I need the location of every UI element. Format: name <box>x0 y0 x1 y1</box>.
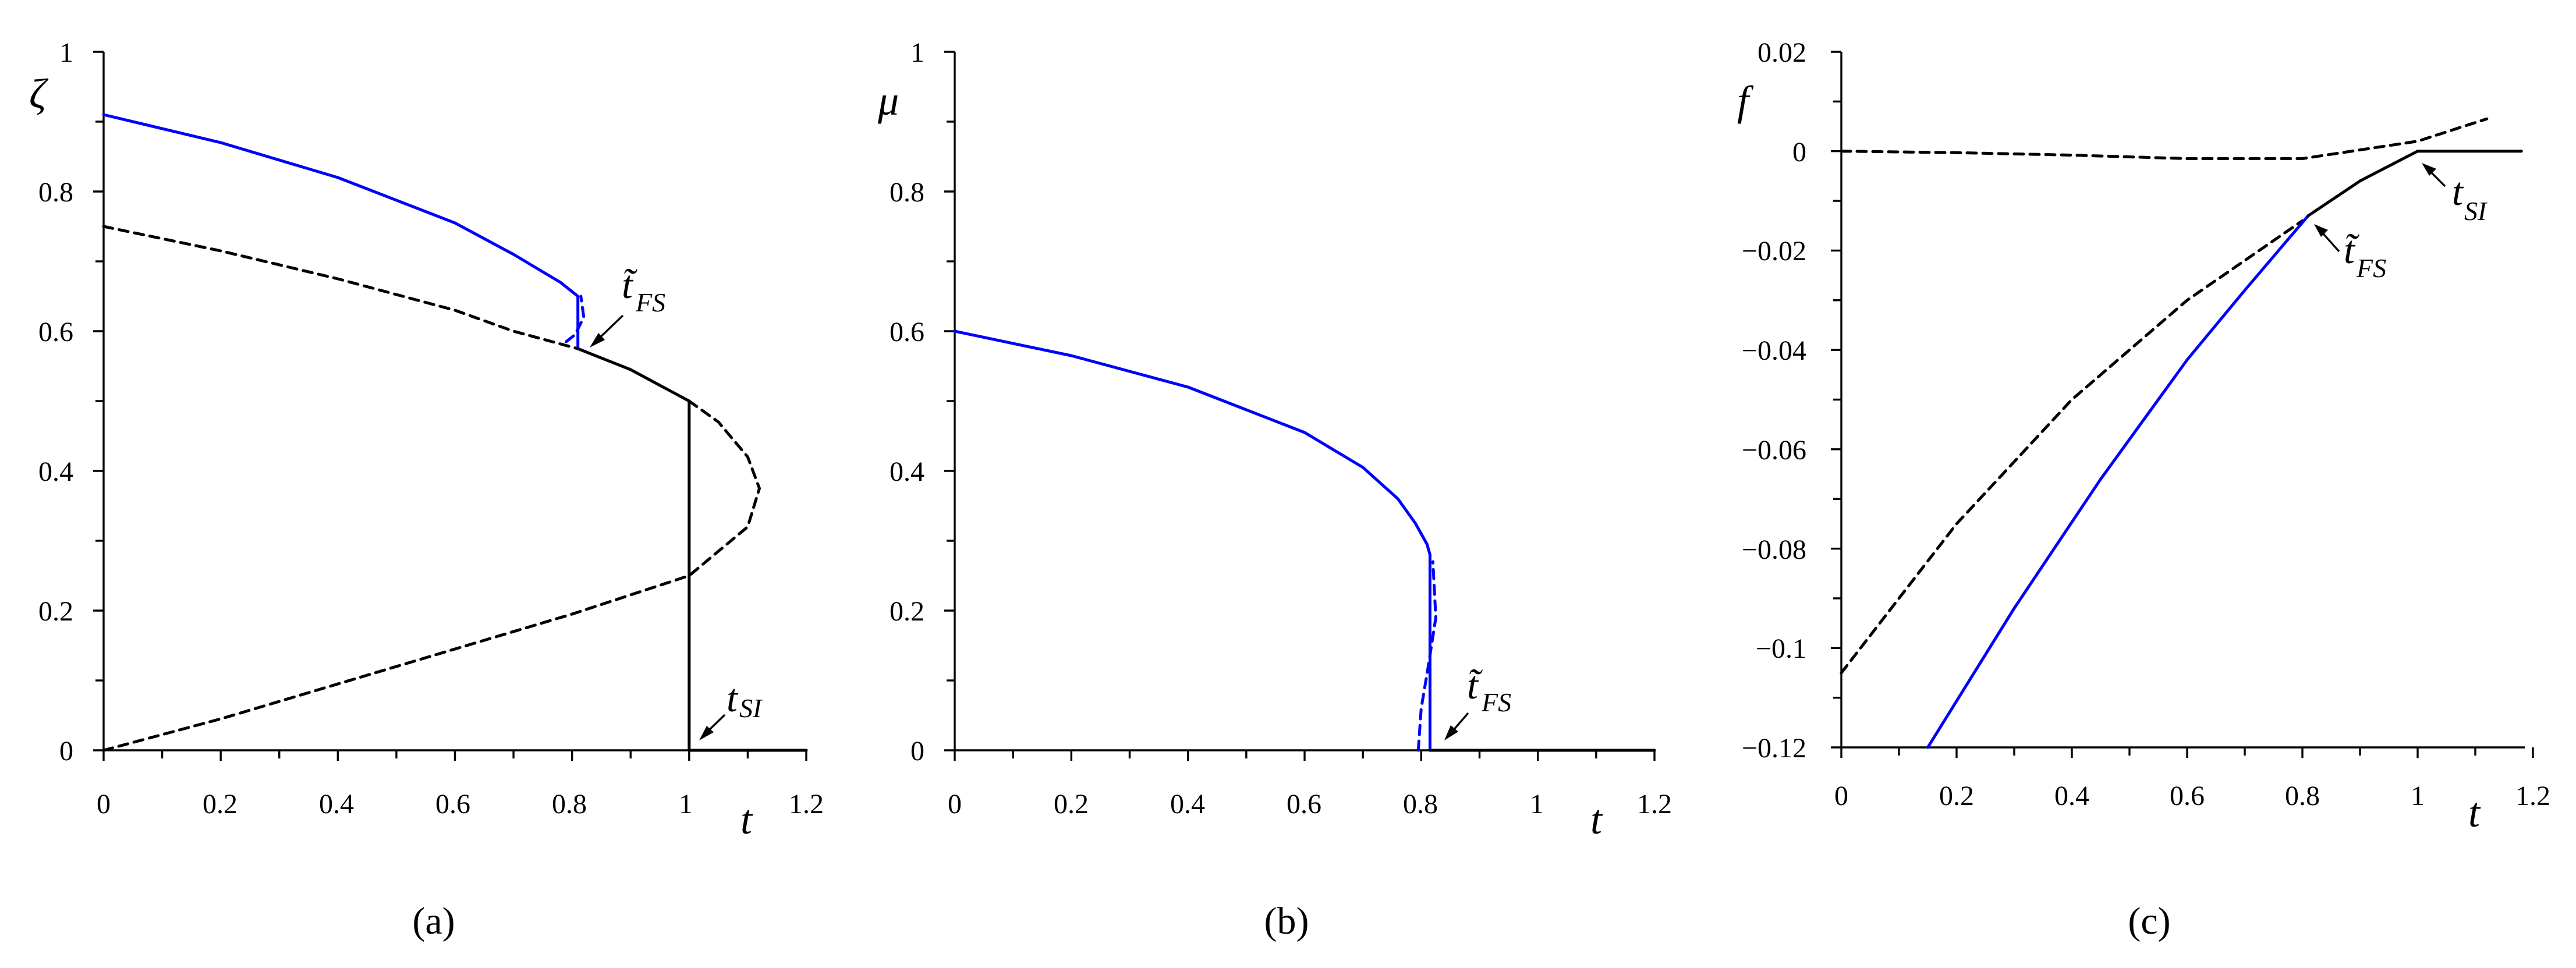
panel-b-annotation-tfs-main: t̃ <box>1467 663 1483 707</box>
panel-c: 0 0.2 0.4 0.6 0.8 1 1.2 0.02 0 −0.02 −0.… <box>1737 37 2550 942</box>
panel-a-series-black-dashed-3 <box>102 225 580 350</box>
panel-c-x-tick-label: 0.2 <box>1939 781 1974 811</box>
panel-a-axes <box>102 52 806 751</box>
panel-a-x-label: t <box>740 796 753 843</box>
panel-c-x-tick-label: 1.2 <box>2515 781 2550 811</box>
panel-b-y-label: μ <box>877 77 899 124</box>
panel-b-annotation-tfs-sub: FS <box>1481 687 1511 717</box>
panel-a: 0 0.2 0.4 0.6 0.8 1 1.2 0 0.2 0.4 0.6 0.… <box>29 37 824 942</box>
panel-b-x-tick-label: 0.2 <box>1054 789 1089 820</box>
panel-c-caption: (c) <box>2128 900 2170 942</box>
panel-a-y-tick-label: 0.4 <box>38 456 73 487</box>
panel-b-caption: (b) <box>1264 900 1309 942</box>
panel-a-x-tick-label: 0.2 <box>203 789 238 820</box>
panel-c-y-tick-labels: 0.02 0 −0.02 −0.04 −0.06 −0.08 −0.1 −0.1… <box>1742 37 1806 764</box>
panel-b-series <box>953 329 1656 752</box>
panel-b-x-tick-label: 1.2 <box>1637 789 1672 820</box>
panel-c-axes <box>1840 52 2525 749</box>
panel-c-annotation-tfs-arrowhead <box>2314 224 2328 237</box>
panel-a-series-black-solid-4 <box>576 347 691 403</box>
panel-a-annotation-tfs: t̃ FS <box>590 263 665 348</box>
panel-c-x-tick-labels: 0 0.2 0.4 0.6 0.8 1 1.2 <box>1834 781 2550 811</box>
panel-c-annotation-tsi-arrowhead <box>2422 163 2436 176</box>
panel-c-x-label: t <box>2468 789 2481 836</box>
panel-c-x-tick-label: 1 <box>2411 781 2425 811</box>
panel-b-x-tick-labels: 0 0.2 0.4 0.6 0.8 1 1.2 <box>948 789 1672 820</box>
panel-c-y-tick-label: −0.02 <box>1742 236 1806 267</box>
panel-b-axes <box>954 52 1654 751</box>
panel-c-y-tick-label: 0.02 <box>1758 37 1806 68</box>
panel-a-y-tick-label: 0.8 <box>38 177 73 208</box>
panel-a-y-tick-labels: 0 0.2 0.4 0.6 0.8 1 <box>38 37 73 767</box>
panel-c-series-blue-solid-2 <box>1926 214 2310 749</box>
panel-a-x-tick-label: 0.8 <box>552 789 587 820</box>
panel-a-y-tick-label: 1 <box>59 37 73 68</box>
panel-a-annotation-tsi-sub: SI <box>739 693 763 723</box>
panel-b-series-blue-solid-0 <box>953 329 1431 556</box>
panel-b-y-tick-label: 0 <box>910 736 924 767</box>
panel-c-annotation-tfs: t̃ FS <box>2314 224 2386 283</box>
panel-a-x-tick-labels: 0 0.2 0.4 0.6 0.8 1 1.2 <box>97 789 824 820</box>
panel-a-y-label: ζ <box>29 70 49 117</box>
panel-b-y-tick-label: 0.2 <box>890 596 924 627</box>
panel-c-y-tick-label: −0.12 <box>1742 733 1806 764</box>
panel-a-annotation-tfs-arrowhead <box>590 333 605 348</box>
panel-a-annotation-tsi-main: t <box>727 676 739 720</box>
panel-b-series-blue-dashed-2 <box>1416 560 1437 752</box>
panel-b-x-tick-label: 1 <box>1530 789 1544 820</box>
panel-b-x-tick-label: 0.8 <box>1403 789 1438 820</box>
panel-c-ticks <box>1831 51 2534 758</box>
panel-b-y-tick-label: 0.6 <box>890 317 924 348</box>
panel-b-x-tick-label: 0.6 <box>1287 789 1321 820</box>
panel-a-y-tick-label: 0.6 <box>38 317 73 348</box>
panel-c-y-tick-label: −0.1 <box>1756 633 1806 664</box>
panel-a-annotation-tsi: t SI <box>699 676 763 740</box>
panel-b-x-tick-label: 0.4 <box>1170 789 1205 820</box>
panel-b-y-tick-label: 1 <box>910 37 924 68</box>
panel-c-annotation-tsi-main: t <box>2452 169 2464 214</box>
panel-a-y-tick-label: 0 <box>59 736 73 767</box>
panel-b-ticks <box>944 51 1656 761</box>
panel-a-series-black-dashed-6 <box>102 574 691 752</box>
panel-c-y-label: f <box>1737 77 1754 124</box>
panel-c-series-black-dashed-1 <box>1840 219 2304 675</box>
panel-c-y-tick-label: −0.04 <box>1742 335 1806 366</box>
panel-b-x-label: t <box>1590 796 1603 843</box>
panel-c-x-tick-label: 0 <box>1834 781 1848 811</box>
panel-b-y-tick-labels: 0 0.2 0.4 0.6 0.8 1 <box>890 37 924 767</box>
panel-c-x-tick-label: 0.6 <box>2170 781 2205 811</box>
panel-a-x-tick-label: 0 <box>97 789 111 820</box>
panel-c-x-tick-label: 0.8 <box>2285 781 2320 811</box>
panel-a-series-blue-dashed-2 <box>565 295 586 343</box>
panel-b-x-tick-label: 0 <box>948 789 962 820</box>
panel-c-annotation-tfs-sub: FS <box>2356 253 2386 283</box>
panel-a-y-tick-label: 0.2 <box>38 596 73 627</box>
panel-c-annotation-tsi: t SI <box>2422 163 2488 226</box>
panel-a-x-tick-label: 0.4 <box>319 789 354 820</box>
panel-b-annotation-tfs-arrowhead <box>1444 725 1458 740</box>
panel-c-y-tick-label: −0.06 <box>1742 435 1806 466</box>
panel-c-x-tick-label: 0.4 <box>2054 781 2089 811</box>
panel-c-annotation-tsi-sub: SI <box>2464 196 2488 226</box>
panel-c-y-tick-label: −0.08 <box>1742 534 1806 565</box>
panel-a-annotation-tsi-arrowhead <box>699 726 714 740</box>
panel-a-series <box>102 113 808 752</box>
panel-b-y-tick-label: 0.4 <box>890 456 924 487</box>
panel-b-y-tick-label: 0.8 <box>890 177 924 208</box>
panel-a-caption: (a) <box>412 900 455 942</box>
panel-b-annotation-tfs: t̃ FS <box>1444 663 1511 740</box>
panel-c-series-black-solid-3 <box>2306 150 2419 218</box>
panel-a-ticks <box>93 51 807 761</box>
panel-a-series-black-dashed-5 <box>688 399 761 577</box>
panel-a-x-tick-label: 1 <box>679 789 693 820</box>
panel-c-y-tick-label: 0 <box>1792 137 1806 168</box>
panel-c-series <box>1840 117 2523 749</box>
panel-c-series-black-dashed-0 <box>1840 117 2489 160</box>
panel-a-annotation-tfs-sub: FS <box>635 288 665 317</box>
panel-b: 0 0.2 0.4 0.6 0.8 1 1.2 0 0.2 0.4 0.6 0.… <box>877 37 1672 942</box>
panel-a-series-blue-solid-0 <box>102 113 580 298</box>
panel-a-x-tick-label: 0.6 <box>435 789 470 820</box>
panel-a-x-tick-label: 1.2 <box>789 789 824 820</box>
